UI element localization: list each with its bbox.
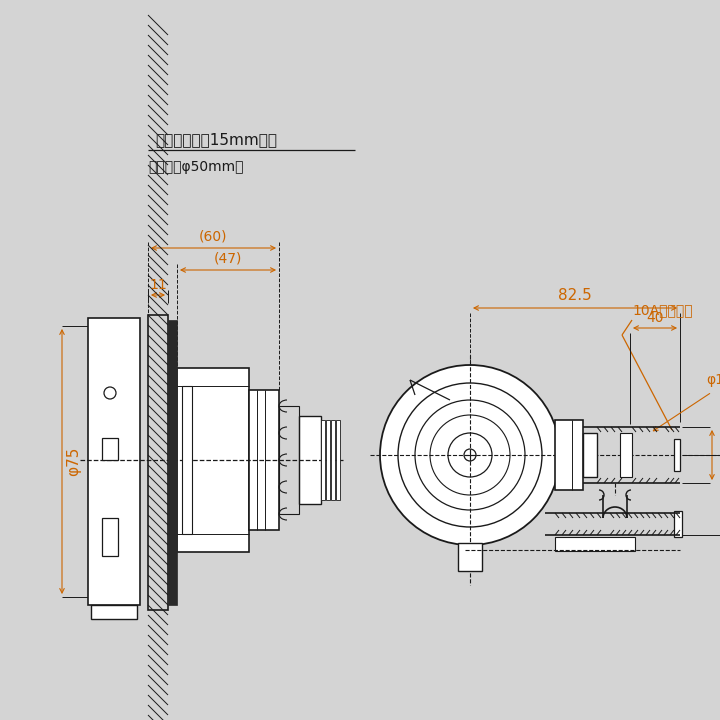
Bar [620,433,632,477]
Text: 82.5: 82.5 [558,289,592,304]
Bar [91,605,137,619]
Text: 浴槽最大厘み15mmまで: 浴槽最大厘み15mmまで [155,132,277,148]
Bar [674,511,682,537]
Bar [336,420,340,500]
Bar [148,315,168,610]
Bar [331,420,335,500]
Bar [168,320,177,605]
Bar [102,438,118,460]
Bar [182,386,192,534]
Bar [555,537,635,551]
Text: φ10.7: φ10.7 [706,373,720,387]
Text: (60): (60) [199,230,228,244]
Circle shape [448,433,492,477]
Circle shape [380,365,560,545]
Bar [674,439,680,471]
Bar [279,406,299,514]
Circle shape [104,387,116,399]
Text: 40: 40 [647,311,664,325]
Bar [102,518,118,556]
Text: φ75: φ75 [66,447,81,476]
Bar [321,420,325,500]
Text: 11: 11 [149,278,167,292]
Bar [177,368,249,552]
Text: 10Aタケノコ: 10Aタケノコ [632,303,693,317]
Bar [249,390,279,530]
Bar [555,420,583,490]
Bar [458,543,482,571]
Text: 25.5: 25.5 [719,440,720,470]
Text: （穴尿法φ50mm）: （穴尿法φ50mm） [148,160,243,174]
Bar [583,433,597,477]
Bar [326,420,330,500]
Text: (47): (47) [214,252,242,266]
Bar [299,416,321,504]
Bar [88,318,140,605]
